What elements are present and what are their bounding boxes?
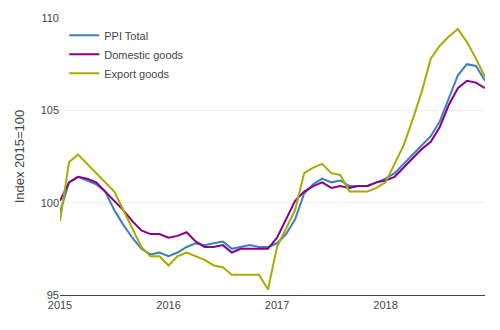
svg-text:PPI Total: PPI Total [104, 30, 148, 42]
svg-text:Domestic goods: Domestic goods [104, 49, 183, 61]
svg-text:2018: 2018 [373, 299, 397, 311]
svg-text:2016: 2016 [156, 299, 180, 311]
svg-text:100: 100 [41, 197, 59, 209]
svg-text:110: 110 [41, 12, 59, 24]
svg-text:Index 2015=100: Index 2015=100 [12, 110, 27, 204]
svg-text:Export goods: Export goods [104, 68, 169, 80]
svg-text:105: 105 [41, 104, 59, 116]
svg-text:2015: 2015 [48, 299, 72, 311]
svg-text:2017: 2017 [265, 299, 289, 311]
svg-text:95: 95 [47, 289, 59, 301]
